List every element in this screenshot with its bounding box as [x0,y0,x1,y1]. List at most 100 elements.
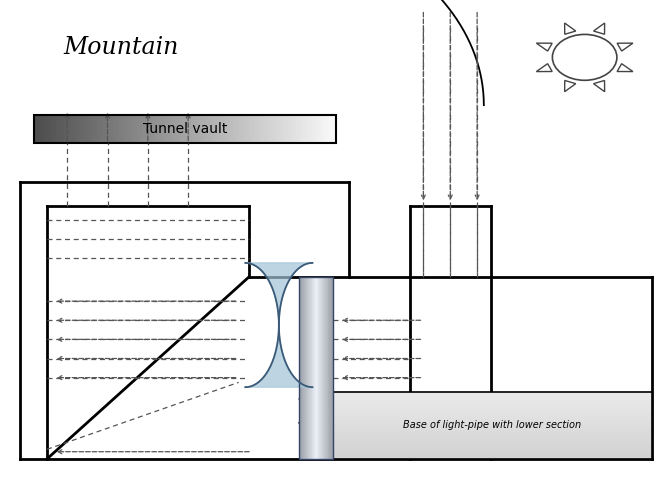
Polygon shape [312,277,313,459]
Polygon shape [316,277,317,459]
Polygon shape [309,277,310,459]
Polygon shape [230,115,233,143]
Polygon shape [44,115,46,143]
Polygon shape [333,413,652,414]
Polygon shape [97,115,99,143]
Polygon shape [74,115,77,143]
Polygon shape [333,455,652,456]
Polygon shape [333,398,652,399]
Polygon shape [326,115,329,143]
Polygon shape [134,115,137,143]
Polygon shape [319,277,320,459]
Polygon shape [317,277,318,459]
Polygon shape [320,277,321,459]
Polygon shape [157,115,160,143]
Polygon shape [333,453,652,455]
Polygon shape [67,115,69,143]
Polygon shape [333,399,652,400]
Polygon shape [79,115,81,143]
Polygon shape [333,424,652,425]
Polygon shape [303,115,306,143]
Polygon shape [333,422,652,423]
Polygon shape [301,277,302,459]
Polygon shape [333,449,652,450]
Polygon shape [160,115,162,143]
Polygon shape [245,263,312,387]
Polygon shape [333,430,652,431]
Polygon shape [313,277,314,459]
Polygon shape [265,115,268,143]
Polygon shape [192,115,195,143]
Polygon shape [222,115,225,143]
Polygon shape [288,115,290,143]
Polygon shape [104,115,107,143]
Polygon shape [329,277,330,459]
Polygon shape [172,115,175,143]
Text: Mountain: Mountain [63,36,179,59]
Polygon shape [218,115,220,143]
Polygon shape [323,115,326,143]
Polygon shape [255,115,258,143]
Polygon shape [333,458,652,459]
Polygon shape [333,420,652,421]
Polygon shape [245,263,312,387]
Bar [299,277,333,459]
Polygon shape [333,456,652,458]
Polygon shape [333,414,652,415]
Polygon shape [333,394,652,395]
Polygon shape [330,277,331,459]
Polygon shape [333,429,652,430]
Polygon shape [333,451,652,452]
Polygon shape [46,115,49,143]
Polygon shape [144,115,147,143]
Polygon shape [99,115,101,143]
Polygon shape [281,115,283,143]
Polygon shape [299,277,300,459]
Polygon shape [300,277,301,459]
Polygon shape [64,115,67,143]
Polygon shape [304,277,305,459]
Polygon shape [253,115,255,143]
Polygon shape [318,277,319,459]
Polygon shape [286,115,288,143]
Polygon shape [89,115,91,143]
Polygon shape [152,115,155,143]
Polygon shape [122,115,124,143]
Polygon shape [147,115,149,143]
Polygon shape [333,439,652,440]
Polygon shape [322,277,323,459]
Polygon shape [212,115,215,143]
Polygon shape [114,115,117,143]
Polygon shape [273,115,276,143]
Polygon shape [124,115,127,143]
Polygon shape [162,115,165,143]
Polygon shape [185,115,187,143]
Polygon shape [333,441,652,442]
Polygon shape [261,115,263,143]
Polygon shape [333,415,652,416]
Polygon shape [333,115,336,143]
Polygon shape [331,277,332,459]
Polygon shape [333,432,652,433]
Polygon shape [333,423,652,424]
Polygon shape [169,115,172,143]
Polygon shape [333,433,652,435]
Polygon shape [120,115,122,143]
Polygon shape [205,115,208,143]
Polygon shape [323,277,324,459]
Polygon shape [112,115,114,143]
Polygon shape [316,115,319,143]
Polygon shape [333,404,652,405]
Polygon shape [333,445,652,446]
Polygon shape [329,115,331,143]
Polygon shape [333,405,652,406]
Polygon shape [333,400,652,401]
Polygon shape [283,115,286,143]
Polygon shape [333,412,652,413]
Polygon shape [175,115,177,143]
Bar [34,115,336,143]
Polygon shape [333,425,652,426]
Polygon shape [215,115,218,143]
Polygon shape [195,115,198,143]
Polygon shape [302,277,303,459]
